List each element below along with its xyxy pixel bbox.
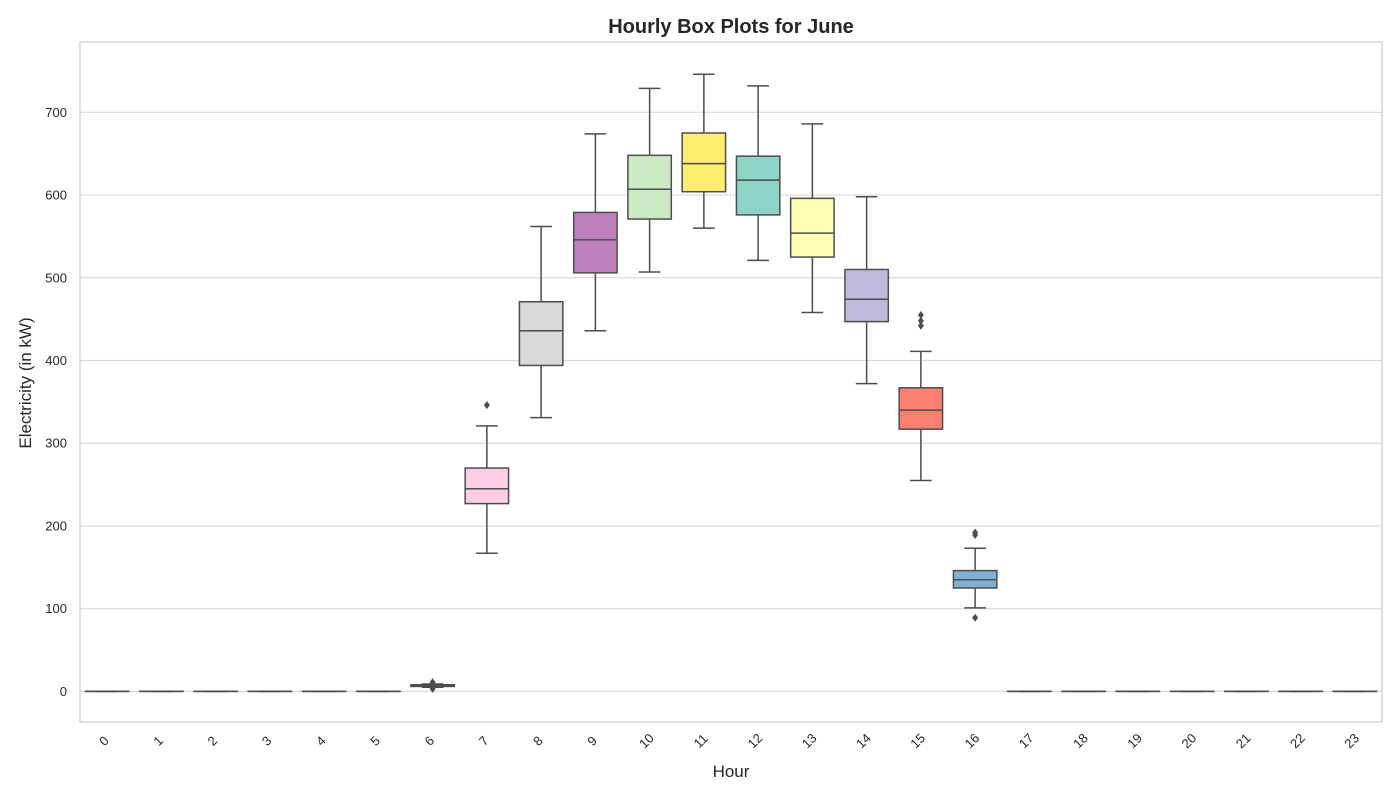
box-hour-16	[952, 528, 998, 622]
outlier-point	[917, 316, 924, 325]
outlier-point	[917, 321, 924, 330]
x-axis-ticks: 0 1 2 3 4 5 6 7 8 9 10 11 12 13 14 15 16 17 18 19 20 21 22 23	[96, 730, 1362, 751]
y-tick-label: 200	[45, 518, 67, 533]
x-tick-label: 22	[1287, 730, 1308, 751]
x-tick-label: 6	[422, 733, 438, 749]
box-hour-13	[789, 123, 835, 314]
x-tick-label: 1	[150, 733, 166, 749]
x-tick-label: 10	[636, 730, 657, 751]
iqr-box	[627, 154, 673, 220]
gridlines	[80, 111, 1382, 692]
box-hour-12	[735, 85, 781, 262]
x-tick-label: 18	[1070, 730, 1091, 751]
iqr-box	[789, 197, 835, 258]
outlier-point	[429, 684, 436, 693]
y-tick-label: 700	[45, 105, 67, 120]
y-tick-label: 300	[45, 436, 67, 451]
outlier-point	[917, 310, 924, 319]
box-hour-15	[898, 310, 944, 482]
x-tick-label: 23	[1341, 730, 1362, 751]
x-tick-label: 15	[907, 730, 928, 751]
outlier-point	[429, 678, 436, 687]
box-hour-10	[627, 87, 673, 273]
box-hour-6	[410, 678, 456, 693]
box-hour-9	[572, 133, 618, 332]
y-tick-label: 400	[45, 353, 67, 368]
x-tick-label: 17	[1016, 730, 1037, 751]
x-tick-label: 14	[853, 730, 874, 751]
x-tick-label: 21	[1233, 730, 1254, 751]
outlier-point	[972, 613, 979, 622]
x-tick-label: 0	[96, 733, 112, 749]
x-tick-label: 11	[691, 731, 711, 751]
iqr-box	[681, 132, 727, 193]
x-tick-label: 19	[1124, 730, 1145, 751]
iqr-box	[464, 467, 510, 505]
x-axis-label: Hour	[713, 762, 750, 781]
x-tick-label: 5	[367, 733, 383, 749]
y-tick-label: 500	[45, 270, 67, 285]
y-axis-ticks: 0 100 200 300 400 500 600 700	[45, 105, 67, 699]
iqr-box	[844, 268, 890, 323]
box-series	[84, 73, 1378, 693]
iqr-box	[898, 387, 944, 430]
x-tick-label: 16	[962, 730, 983, 751]
x-tick-label: 13	[799, 730, 820, 751]
plot-area-frame	[79, 41, 1383, 723]
box-hour-11	[681, 73, 727, 229]
x-tick-label: 9	[584, 733, 600, 749]
x-tick-label: 7	[476, 733, 492, 749]
x-tick-label: 4	[313, 733, 329, 749]
outlier-point	[483, 401, 490, 410]
x-tick-label: 20	[1179, 730, 1200, 751]
iqr-box	[735, 155, 781, 216]
iqr-box	[518, 301, 564, 367]
y-axis-label: Electricity (in kW)	[16, 317, 35, 448]
x-tick-label: 2	[205, 733, 221, 749]
box-hour-8	[518, 225, 564, 419]
iqr-box	[572, 211, 618, 274]
outlier-point	[972, 528, 979, 537]
x-tick-label: 12	[745, 730, 766, 751]
chart-title: Hourly Box Plots for June	[608, 16, 854, 38]
box-hour-14	[844, 195, 890, 385]
y-tick-label: 600	[45, 188, 67, 203]
x-tick-label: 3	[259, 733, 275, 749]
x-tick-label: 8	[530, 733, 546, 749]
box-hour-7	[464, 401, 510, 554]
y-tick-label: 0	[60, 684, 67, 699]
y-tick-label: 100	[45, 601, 67, 616]
